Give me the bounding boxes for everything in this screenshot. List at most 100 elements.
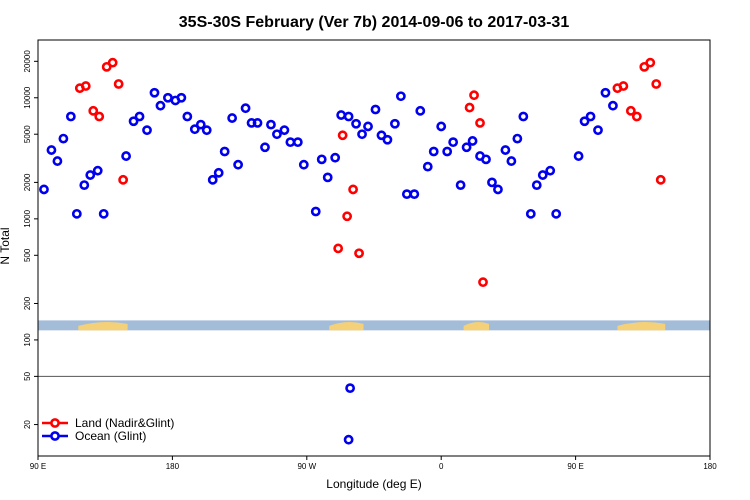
- ocean-point: [500, 145, 511, 155]
- land-point: [651, 79, 662, 89]
- ocean-point: [376, 130, 387, 141]
- x-tick-label: 180: [166, 462, 180, 471]
- land-point: [618, 81, 629, 91]
- land-point: [337, 130, 348, 141]
- ocean-point: [219, 146, 230, 157]
- ocean-point: [46, 145, 57, 155]
- ocean-point: [531, 180, 542, 190]
- ocean-point: [436, 121, 447, 132]
- ocean-point: [343, 111, 354, 122]
- ocean-point: [537, 170, 548, 180]
- ocean-point: [357, 129, 367, 140]
- land-point: [107, 57, 118, 68]
- x-tick-label: 90 W: [297, 462, 316, 471]
- ocean-point: [71, 208, 82, 219]
- ocean-point: [316, 154, 327, 165]
- ocean-point: [149, 87, 160, 98]
- y-tick-label: 20000: [23, 50, 32, 73]
- ocean-point: [213, 167, 224, 178]
- ocean-point: [545, 165, 556, 176]
- ocean-point: [128, 116, 139, 127]
- y-tick-label: 100: [23, 333, 32, 347]
- ocean-point: [52, 156, 63, 166]
- ocean-point: [415, 105, 426, 116]
- ocean-point: [363, 121, 373, 132]
- land-shape: [78, 322, 128, 331]
- ocean-point: [351, 118, 361, 129]
- ocean-point: [260, 142, 270, 153]
- ocean-point: [585, 111, 596, 122]
- ocean-point: [455, 180, 466, 190]
- ocean-point: [92, 165, 103, 176]
- legend-marker: [50, 418, 60, 428]
- ocean-point: [593, 125, 603, 136]
- ocean-point: [322, 172, 333, 183]
- ocean-point: [279, 125, 290, 136]
- land-point: [655, 174, 666, 185]
- land-point: [348, 184, 358, 195]
- legend-label: Land (Nadir&Glint): [75, 416, 174, 430]
- x-tick-label: 180: [703, 462, 717, 471]
- ocean-point: [240, 103, 251, 114]
- y-tick-label: 2000: [23, 173, 32, 191]
- ocean-point: [573, 151, 584, 161]
- legend: Land (Nadir&Glint)Ocean (Glint): [42, 416, 174, 443]
- ocean-point: [343, 434, 354, 445]
- ocean-point: [422, 161, 433, 172]
- land-point: [342, 211, 353, 222]
- legend-label: Ocean (Glint): [75, 429, 146, 443]
- land-shape: [463, 322, 489, 331]
- ocean-point: [551, 208, 562, 219]
- land-point: [80, 81, 91, 91]
- ocean-point: [121, 151, 132, 161]
- ocean-point: [579, 116, 590, 127]
- ocean-point: [182, 111, 193, 122]
- ocean-point: [390, 118, 400, 129]
- ocean-point: [336, 110, 347, 120]
- ocean-point: [395, 91, 406, 102]
- land-point: [118, 174, 129, 185]
- land-shape: [329, 322, 364, 331]
- ocean-point: [142, 125, 152, 136]
- ocean-point: [266, 119, 276, 130]
- y-tick-label: 5000: [23, 125, 32, 143]
- land-point: [354, 248, 364, 259]
- ocean-point: [525, 208, 536, 219]
- ocean-point: [409, 189, 420, 200]
- x-tick-label: 90 E: [567, 462, 583, 471]
- ocean-point: [272, 129, 282, 140]
- ocean-point: [285, 137, 296, 148]
- ocean-point: [493, 184, 503, 195]
- coastline-map-strip: [38, 320, 710, 331]
- ocean-point: [298, 159, 309, 170]
- ocean-point: [401, 189, 412, 200]
- ocean-point: [292, 137, 303, 148]
- ocean-point: [518, 111, 529, 122]
- ocean-point: [382, 134, 393, 145]
- chart-title: 35S-30S February (Ver 7b) 2014-09-06 to …: [179, 14, 570, 31]
- ocean-point: [79, 180, 90, 190]
- land-point: [88, 105, 99, 116]
- ocean-point: [481, 154, 491, 165]
- land-point: [469, 90, 479, 101]
- x-tick-label: 90 E: [30, 462, 46, 471]
- ocean-point: [39, 184, 49, 195]
- y-axis-label: N Total: [0, 227, 12, 264]
- ocean-point: [428, 146, 439, 157]
- ocean-point: [600, 87, 611, 98]
- plot-frame: [37, 39, 711, 457]
- data-points: [39, 57, 666, 445]
- ocean-point: [65, 111, 76, 122]
- ocean-point: [58, 133, 69, 144]
- ocean-point: [176, 92, 187, 103]
- ocean-band: [38, 320, 710, 331]
- land-point: [478, 277, 488, 288]
- ocean-point: [448, 137, 459, 148]
- land-point: [113, 79, 124, 89]
- y-tick-label: 10000: [23, 86, 32, 109]
- ocean-point: [252, 118, 263, 128]
- ocean-point: [163, 92, 173, 103]
- ocean-point: [207, 174, 218, 185]
- ocean-point: [155, 100, 166, 111]
- land-shape: [617, 322, 666, 331]
